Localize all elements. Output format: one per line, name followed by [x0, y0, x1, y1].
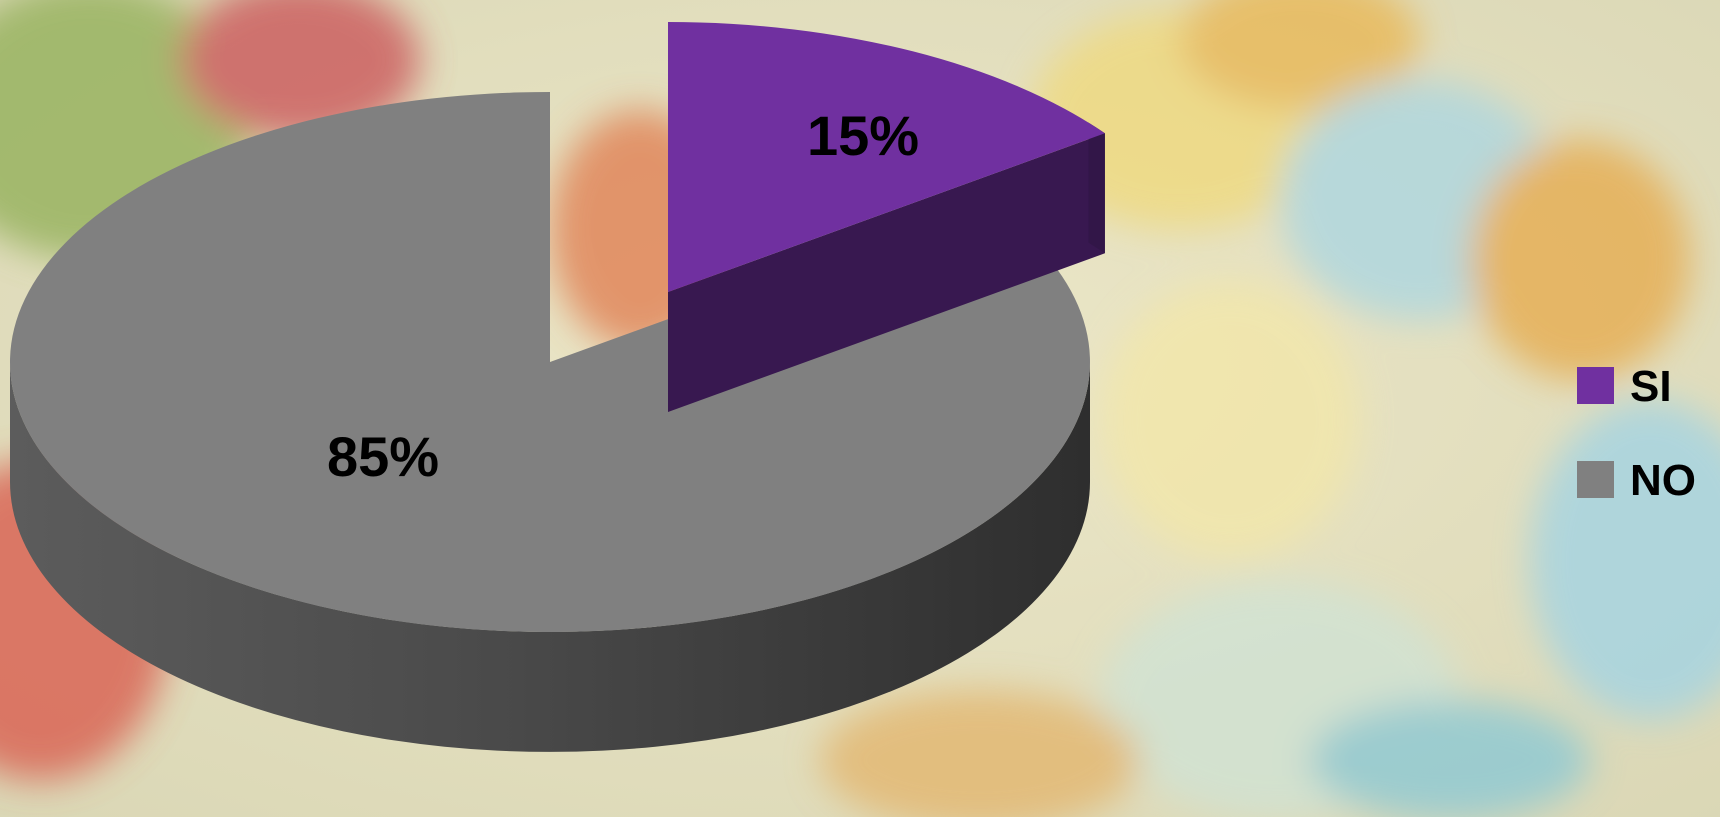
legend-label-si: SI — [1630, 362, 1672, 411]
slice-no-top — [10, 92, 1091, 632]
chart-plot: 15% 85% — [10, 22, 1105, 752]
slice-no — [10, 92, 1091, 752]
slice-si-top — [668, 22, 1105, 292]
legend-swatch-no — [1577, 461, 1614, 498]
slice-si — [668, 22, 1105, 413]
slice-no-side — [10, 362, 1090, 752]
slice-si-edge — [1088, 122, 1105, 254]
data-label-no: 85% — [327, 425, 439, 488]
slice-si-wall — [668, 133, 1105, 413]
legend-label-no: NO — [1630, 456, 1696, 505]
legend-item-si: SI — [1577, 362, 1672, 411]
legend-swatch-si — [1577, 367, 1614, 404]
legend-item-no: NO — [1577, 456, 1696, 505]
legend: SI NO — [1577, 362, 1696, 505]
data-label-si: 15% — [807, 104, 919, 167]
